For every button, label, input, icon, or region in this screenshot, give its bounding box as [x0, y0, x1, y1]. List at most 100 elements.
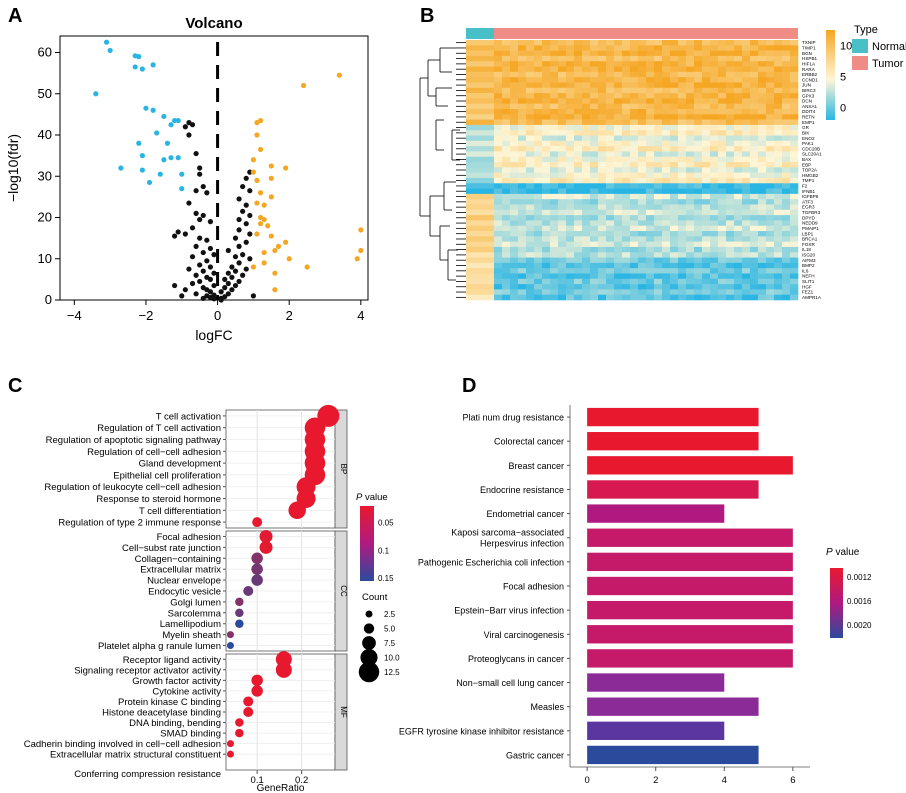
heatmap-cell	[678, 119, 687, 126]
heatmap-cell	[662, 172, 671, 179]
heatmap-cell	[566, 215, 575, 221]
pathway-label-line: Plati num drug resistance	[462, 413, 564, 423]
point-ns	[182, 287, 188, 293]
heatmap-cell	[670, 87, 679, 94]
heatmap-cell	[510, 124, 519, 131]
gene-label: TGFBR3	[802, 210, 821, 215]
point-ns	[243, 239, 249, 245]
gene-label: HIF1A	[802, 61, 816, 66]
heatmap-cell	[718, 130, 727, 136]
heatmap-cell	[598, 151, 607, 158]
heatmap-cell	[606, 209, 615, 216]
heatmap-cell	[750, 61, 759, 67]
heatmap-cell	[606, 225, 615, 232]
heatmap-cell	[502, 246, 511, 253]
heatmap-cell	[654, 61, 663, 67]
heatmap-cell	[590, 220, 599, 227]
heatmap-cell	[702, 246, 711, 253]
heatmap-cell	[646, 278, 655, 285]
heatmap-cell	[742, 231, 751, 237]
heatmap-cell	[582, 199, 591, 205]
heatmap-cell	[742, 199, 751, 205]
heatmap-cell	[558, 114, 567, 120]
heatmap-cell	[606, 77, 615, 83]
heatmap-cell	[774, 167, 783, 173]
heatmap-cell	[718, 199, 727, 205]
point-up	[272, 270, 278, 276]
heatmap-cell	[510, 289, 519, 295]
heatmap-cell	[566, 183, 575, 189]
x-tick-label: 0.2	[295, 775, 308, 786]
heatmap-cell	[502, 82, 511, 89]
heatmap-cell	[518, 284, 527, 290]
pathway-label-line: Focal adhesion	[503, 582, 564, 592]
heatmap-cell	[526, 183, 535, 189]
heatmap-cell	[710, 61, 719, 67]
heatmap-cell	[526, 172, 535, 179]
heatmap-cell	[766, 103, 775, 110]
heatmap-cell	[542, 103, 551, 110]
heatmap-cell	[774, 146, 783, 152]
heatmap-cell	[502, 87, 511, 94]
heatmap-cell	[550, 71, 559, 78]
heatmap-cell	[622, 241, 631, 248]
heatmap-cell-normal	[466, 151, 494, 158]
heatmap-cell	[718, 108, 727, 115]
heatmap-cell	[494, 262, 503, 269]
heatmap-cell	[654, 209, 663, 216]
heatmap-cell	[662, 82, 671, 89]
heatmap-cell	[502, 236, 511, 242]
heatmap-cell	[614, 278, 623, 285]
point-ns	[207, 289, 214, 295]
heatmap-cell	[758, 204, 767, 211]
heatmap-cell	[702, 209, 711, 216]
heatmap-cell	[638, 108, 647, 115]
heatmap-cell	[558, 87, 567, 94]
point-ns	[236, 278, 242, 285]
heatmap-cell	[542, 119, 551, 126]
heatmap-cell	[742, 183, 751, 189]
heatmap-cell	[702, 146, 711, 152]
heatmap-cell	[550, 220, 559, 227]
heatmap-cell	[494, 114, 503, 120]
plot-frame	[59, 35, 369, 301]
heatmap-cell	[670, 273, 679, 280]
heatmap-cell	[494, 119, 503, 126]
heatmap-cell	[582, 130, 591, 136]
heatmap-cell	[550, 268, 559, 274]
heatmap-cell	[670, 40, 679, 46]
go-term-label: Extracellular matrix structural constitu…	[50, 750, 221, 761]
heatmap-cell	[550, 140, 559, 147]
heatmap-cell-normal	[466, 231, 494, 237]
heatmap-cell	[638, 156, 647, 163]
heatmap-cell	[526, 193, 535, 200]
heatmap-cell	[582, 167, 591, 173]
heatmap-cell	[574, 268, 583, 274]
heatmap-cell	[678, 40, 687, 46]
heatmap-cell	[670, 204, 679, 211]
heatmap-cell	[710, 50, 719, 57]
heatmap-cell	[598, 98, 607, 104]
heatmap-cell	[718, 66, 727, 73]
heatmap-cell	[774, 103, 783, 110]
heatmap-cell	[718, 156, 727, 163]
heatmap-cell	[510, 278, 519, 285]
heatmap-cell	[790, 66, 799, 73]
pathway-label-line: Gastric cancer	[506, 750, 564, 760]
point-down	[168, 122, 174, 128]
heatmap-cell	[574, 252, 583, 258]
heatmap-cell	[558, 231, 567, 237]
heatmap-cell	[494, 241, 503, 248]
heatmap-cell	[550, 246, 559, 253]
heatmap-cell	[710, 103, 719, 110]
heatmap-cell	[702, 188, 711, 195]
heatmap-cell	[718, 278, 727, 285]
heatmap-cell	[598, 82, 607, 89]
gene-label: F2	[802, 184, 808, 189]
heatmap-cell	[742, 55, 751, 62]
point-ns	[200, 295, 206, 301]
heatmap-cell	[654, 151, 663, 158]
heatmap-cell	[622, 167, 631, 173]
heatmap-cell-normal	[466, 209, 494, 216]
heatmap-cell	[502, 289, 511, 295]
